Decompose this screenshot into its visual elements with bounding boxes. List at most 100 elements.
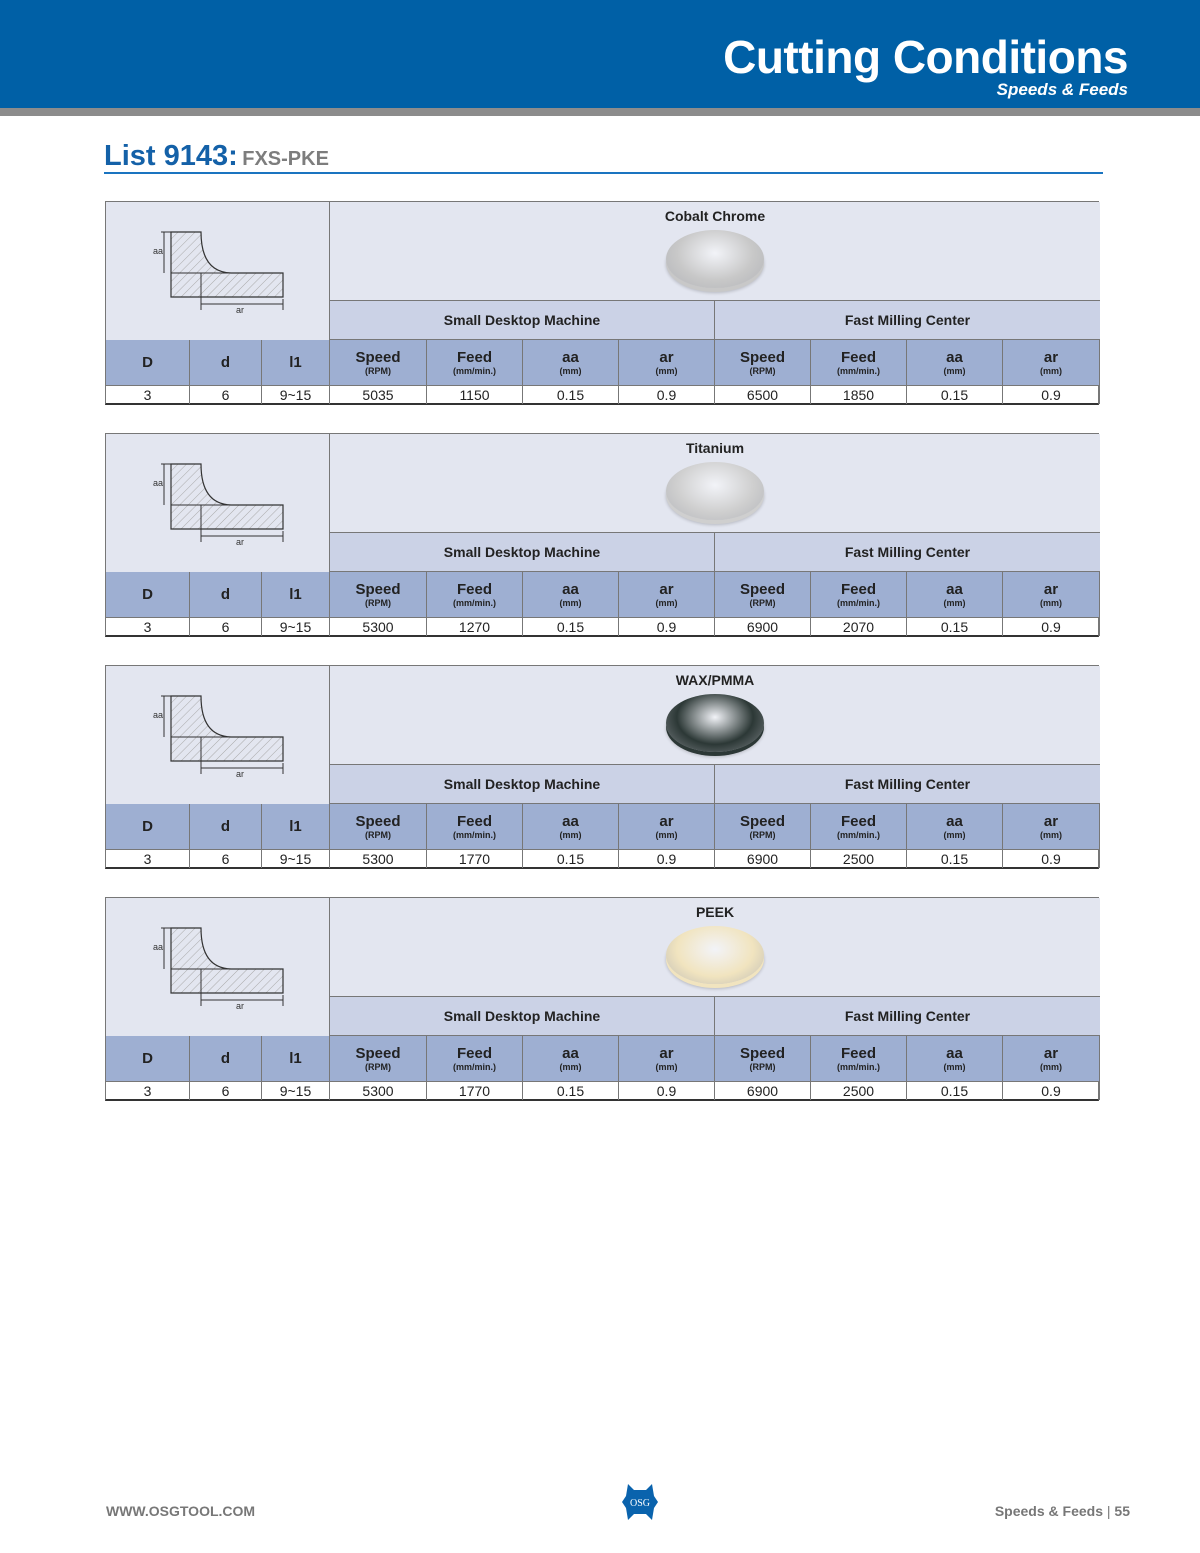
osg-logo: OSG [620, 1482, 660, 1527]
table-cell: 5300 [330, 849, 427, 868]
column-header: Feed (mm/min.) [427, 340, 523, 385]
svg-text:aa: aa [153, 246, 163, 256]
material-header: Cobalt Chrome [330, 202, 1100, 301]
header-stripe [0, 108, 1200, 116]
table-cell: 9~15 [262, 849, 330, 868]
table-cell: 0.9 [619, 385, 715, 404]
column-header: aa (mm) [907, 572, 1003, 617]
column-header: ar (mm) [1003, 340, 1100, 385]
column-header: d [190, 340, 262, 385]
table-cell: 0.15 [523, 617, 619, 636]
table-cell: 5300 [330, 617, 427, 636]
page-title: Cutting Conditions [723, 31, 1128, 83]
footer-page: Speeds & Feeds | 55 [994, 1503, 1130, 1519]
page-subtitle: Speeds & Feeds [996, 80, 1128, 99]
table-cell: 0.9 [1003, 1081, 1100, 1100]
table-cell: 2500 [811, 849, 907, 868]
column-header: aa (mm) [523, 340, 619, 385]
column-header: Feed (mm/min.) [811, 1036, 907, 1081]
cutting-table-peek: aa ar PEEK Small Desktop Machine Fast Mi… [105, 897, 1100, 1101]
column-header: ar (mm) [1003, 804, 1100, 849]
table-cell: 5300 [330, 1081, 427, 1100]
column-header: d [190, 572, 262, 617]
column-header: Feed (mm/min.) [427, 804, 523, 849]
table-cell: 3 [106, 385, 190, 404]
table-cell: 0.15 [523, 385, 619, 404]
table-cell: 0.9 [619, 1081, 715, 1100]
material-name: WAX/PMMA [675, 672, 755, 688]
machine-fast-milling: Fast Milling Center [715, 765, 1100, 804]
column-header: aa (mm) [523, 1036, 619, 1081]
table-cell: 0.9 [619, 617, 715, 636]
column-header: Speed (RPM) [715, 572, 811, 617]
column-header: Speed (RPM) [715, 1036, 811, 1081]
footer-website[interactable]: WWW.OSGTOOL.COM [106, 1503, 256, 1519]
table-cell: 0.15 [907, 385, 1003, 404]
column-header: d [190, 804, 262, 849]
column-header: Feed (mm/min.) [427, 572, 523, 617]
column-header: aa (mm) [523, 804, 619, 849]
table-cell: 6900 [715, 1081, 811, 1100]
column-header: D [106, 804, 190, 849]
machine-fast-milling: Fast Milling Center [715, 997, 1100, 1036]
table-cell: 0.15 [523, 849, 619, 868]
table-cell: 9~15 [262, 385, 330, 404]
svg-text:ar: ar [236, 1001, 244, 1011]
table-cell: 9~15 [262, 617, 330, 636]
column-header: Speed (RPM) [330, 340, 427, 385]
column-header: aa (mm) [523, 572, 619, 617]
table-cell: 6900 [715, 617, 811, 636]
column-header: ar (mm) [619, 1036, 715, 1081]
column-header: aa (mm) [907, 340, 1003, 385]
column-header: aa (mm) [907, 804, 1003, 849]
material-header: WAX/PMMA [330, 666, 1100, 765]
table-cell: 0.9 [1003, 849, 1100, 868]
column-header: D [106, 572, 190, 617]
table-cell: 6500 [715, 385, 811, 404]
machine-fast-milling: Fast Milling Center [715, 301, 1100, 340]
table-cell: 6 [190, 1081, 262, 1100]
table-cell: 5035 [330, 385, 427, 404]
cutting-table-cobalt-chrome: aa ar Cobalt Chrome Small Desktop Machin… [105, 201, 1100, 405]
table-cell: 6900 [715, 849, 811, 868]
material-header: PEEK [330, 898, 1100, 997]
table-cell: 3 [106, 617, 190, 636]
svg-text:aa: aa [153, 478, 163, 488]
list-code: FXS-PKE [242, 148, 329, 170]
svg-text:aa: aa [153, 710, 163, 720]
cut-diagram: aa ar [106, 434, 330, 572]
table-cell: 6 [190, 385, 262, 404]
cut-diagram: aa ar [106, 202, 330, 340]
machine-small-desktop: Small Desktop Machine [330, 765, 715, 804]
material-name: PEEK [695, 904, 735, 920]
list-number: List 9143: [104, 140, 238, 172]
table-cell: 6 [190, 849, 262, 868]
column-header: ar (mm) [619, 804, 715, 849]
column-header: Speed (RPM) [330, 1036, 427, 1081]
column-header: D [106, 340, 190, 385]
table-cell: 2500 [811, 1081, 907, 1100]
divider [104, 172, 1103, 174]
table-cell: 3 [106, 1081, 190, 1100]
column-header: D [106, 1036, 190, 1081]
table-cell: 1770 [427, 1081, 523, 1100]
column-header: l1 [262, 1036, 330, 1081]
list-heading: List 9143: FXS-PKE [104, 140, 329, 173]
material-disc-image [666, 694, 764, 752]
column-header: Feed (mm/min.) [811, 572, 907, 617]
machine-small-desktop: Small Desktop Machine [330, 301, 715, 340]
material-name: Cobalt Chrome [664, 208, 766, 224]
column-header: d [190, 1036, 262, 1081]
machine-fast-milling: Fast Milling Center [715, 533, 1100, 572]
svg-text:ar: ar [236, 769, 244, 779]
table-cell: 9~15 [262, 1081, 330, 1100]
table-cell: 0.15 [907, 849, 1003, 868]
column-header: aa (mm) [907, 1036, 1003, 1081]
column-header: l1 [262, 804, 330, 849]
table-cell: 0.15 [523, 1081, 619, 1100]
svg-text:OSG: OSG [630, 1498, 650, 1509]
cut-diagram: aa ar [106, 898, 330, 1036]
table-cell: 1850 [811, 385, 907, 404]
column-header: ar (mm) [619, 572, 715, 617]
material-disc-image [666, 926, 764, 984]
